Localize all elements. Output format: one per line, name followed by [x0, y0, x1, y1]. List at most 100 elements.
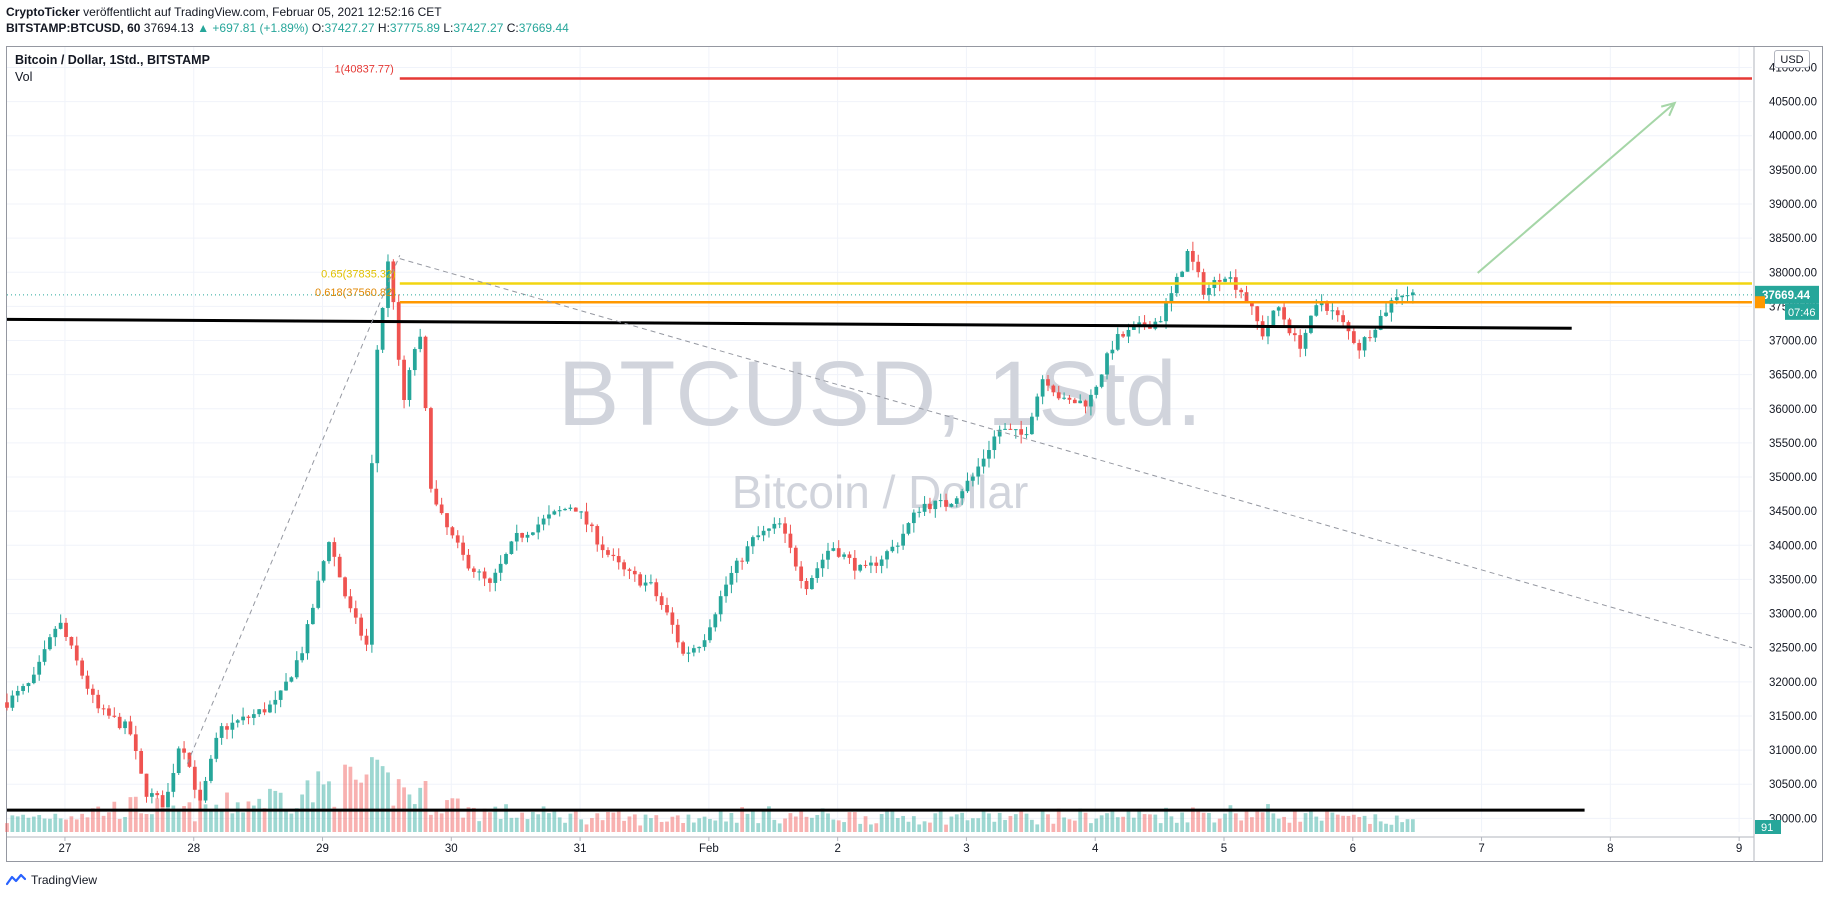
volume-bar	[1330, 812, 1335, 832]
volume-bar	[1233, 813, 1238, 832]
time-axis: 2728293031Feb2345678910	[7, 836, 1754, 855]
candle-body	[1169, 293, 1174, 304]
candle-body	[965, 480, 970, 492]
candle-body	[681, 642, 685, 654]
candle-body	[482, 571, 487, 579]
volume-bar	[391, 805, 396, 832]
volume-bar	[536, 814, 541, 832]
candle-body	[1378, 315, 1383, 330]
volume-bar	[1255, 809, 1260, 832]
volume-bar	[541, 806, 546, 832]
volume-bar	[1378, 821, 1383, 832]
candle-body	[622, 562, 626, 570]
time-tick-label: 2	[834, 843, 840, 855]
volume-bar	[139, 813, 144, 832]
volume-bar	[1148, 814, 1152, 832]
candle-body	[1325, 301, 1329, 311]
volume-bar	[107, 812, 111, 832]
candle-body	[498, 563, 503, 573]
volume-bar	[1405, 819, 1410, 832]
time-tick-label: 28	[187, 843, 200, 855]
volume-bar	[488, 812, 492, 832]
volume-bar	[5, 823, 9, 832]
candle-body	[117, 716, 122, 729]
time-tick-label: 8	[1607, 843, 1613, 855]
volume-bar	[262, 808, 267, 832]
candle-body	[493, 572, 498, 583]
candle-body	[917, 511, 922, 513]
volume-bar	[1115, 817, 1120, 832]
footer-brand[interactable]: TradingView	[6, 870, 97, 890]
candle-body	[997, 429, 1002, 437]
volume-bar	[954, 814, 959, 832]
candle-body	[901, 533, 905, 546]
volume-bar	[1266, 804, 1270, 832]
candle-body	[530, 532, 535, 535]
volume-tag	[1755, 820, 1781, 834]
volume-bar	[117, 818, 122, 832]
volume-bar	[826, 813, 830, 832]
time-tick-label: 27	[59, 843, 72, 855]
target-arrow	[1477, 102, 1676, 274]
legend-title[interactable]: Bitcoin / Dollar, 1Std., BITSTAMP	[15, 53, 210, 67]
volume-bar	[434, 809, 439, 832]
candle-body	[552, 511, 557, 515]
candle-body	[1239, 289, 1244, 293]
volume-bar	[1207, 812, 1211, 832]
volume-bar	[949, 816, 954, 832]
candle-body	[686, 652, 691, 654]
candle-body	[1335, 310, 1340, 316]
time-tick-label: 4	[1092, 843, 1099, 855]
volume-bar	[423, 781, 428, 832]
currency-button[interactable]: USD	[1774, 50, 1810, 68]
candle-body	[316, 580, 321, 608]
volume-bar	[944, 824, 948, 832]
candle-body	[160, 795, 165, 808]
candle-body	[1024, 434, 1029, 436]
candle-body	[1357, 342, 1362, 351]
volume-bar	[26, 817, 31, 832]
candle-body	[777, 523, 782, 525]
legend-volume[interactable]: Vol	[15, 70, 33, 84]
candle-body	[139, 751, 144, 774]
candle-body	[536, 524, 541, 533]
volume-bar	[686, 814, 691, 832]
volume-bar	[863, 816, 868, 832]
candle-body	[209, 758, 213, 781]
candle-body	[289, 677, 294, 682]
symbol-label: BITSTAMP:BTCUSD, 60	[6, 21, 141, 35]
candle-body	[1341, 315, 1345, 323]
candle-body	[750, 537, 755, 547]
candle-body	[675, 624, 680, 643]
volume-bar	[928, 822, 932, 832]
candle-body	[1351, 331, 1356, 343]
candle-body	[182, 748, 186, 753]
candle-body	[268, 704, 272, 713]
candle-body	[375, 349, 380, 464]
volume-bar	[160, 798, 165, 832]
candle-body	[305, 624, 310, 654]
volume-bar	[745, 813, 750, 832]
volume-bar	[563, 822, 567, 832]
candle-body	[595, 526, 600, 545]
price-axis: 30000.0030500.0031000.0031500.0032000.00…	[1753, 47, 1819, 862]
candle-body	[1368, 337, 1372, 339]
volume-bar	[48, 818, 52, 832]
time-tick-label: Feb	[699, 843, 719, 855]
candle-body	[740, 560, 745, 562]
candle-body	[225, 726, 229, 730]
volume-bar	[1292, 809, 1297, 832]
volume-bar	[1040, 811, 1045, 832]
volume-bar	[1228, 805, 1233, 832]
author-name[interactable]: CryptoTicker	[6, 5, 80, 19]
volume-bar	[133, 796, 138, 832]
volume-bar	[1394, 815, 1399, 832]
volume-bar	[1282, 816, 1286, 832]
volume-bar	[1309, 810, 1313, 832]
volume-bar	[992, 821, 997, 832]
volume-bar	[938, 811, 943, 832]
candle-body	[133, 734, 138, 752]
close-label: C:	[506, 21, 519, 35]
candle-body	[911, 512, 916, 524]
